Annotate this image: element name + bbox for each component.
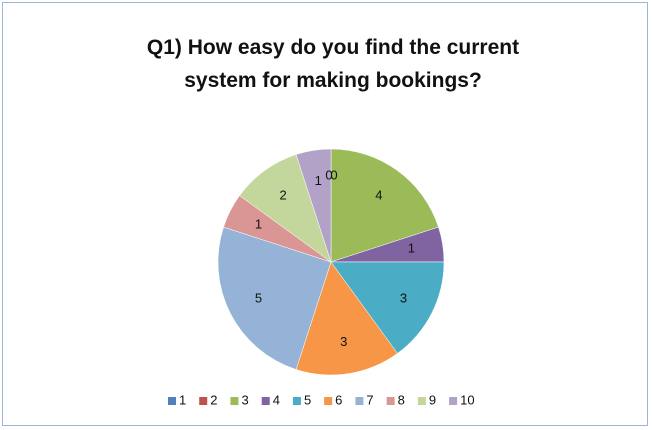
legend-swatch [292,397,301,405]
data-label: 0 [325,168,332,183]
pie-slice [295,261,398,376]
legend-swatch [199,397,208,405]
legend-swatch [355,397,364,405]
pie-slice [217,226,332,370]
legend-swatch [168,397,176,405]
legend-label: 4 [273,392,280,407]
data-label: 4 [375,188,382,203]
legend-label: 7 [366,392,373,407]
legend-swatch [449,397,458,405]
legend-label: 9 [429,392,436,407]
data-label: 0 [330,168,337,183]
legend-swatch [417,397,426,405]
legend-label: 8 [398,392,405,407]
data-label: 5 [255,290,262,305]
legend-swatch [230,397,239,405]
pie-slice [239,154,332,263]
legend-swatch [386,397,395,405]
pie-slice [295,148,332,263]
data-label: 2 [280,188,287,203]
data-label: 1 [315,173,322,188]
legend-label: 5 [304,392,311,407]
pie-slice [330,261,445,354]
data-label: 1 [408,241,415,256]
data-label: 3 [340,334,347,349]
legend-label: 3 [241,392,248,407]
chart-title: Q1) How easy do you find the current sys… [146,36,520,92]
legend-label: 1 [179,392,186,407]
data-label: 1 [255,217,262,232]
pie-slice [330,148,439,263]
legend-label: 6 [335,392,342,407]
legend-label: 10 [460,392,474,407]
data-label: 3 [400,290,407,305]
legend-swatch [324,397,333,405]
legend-swatch [261,397,270,405]
legend-label: 2 [210,392,217,407]
